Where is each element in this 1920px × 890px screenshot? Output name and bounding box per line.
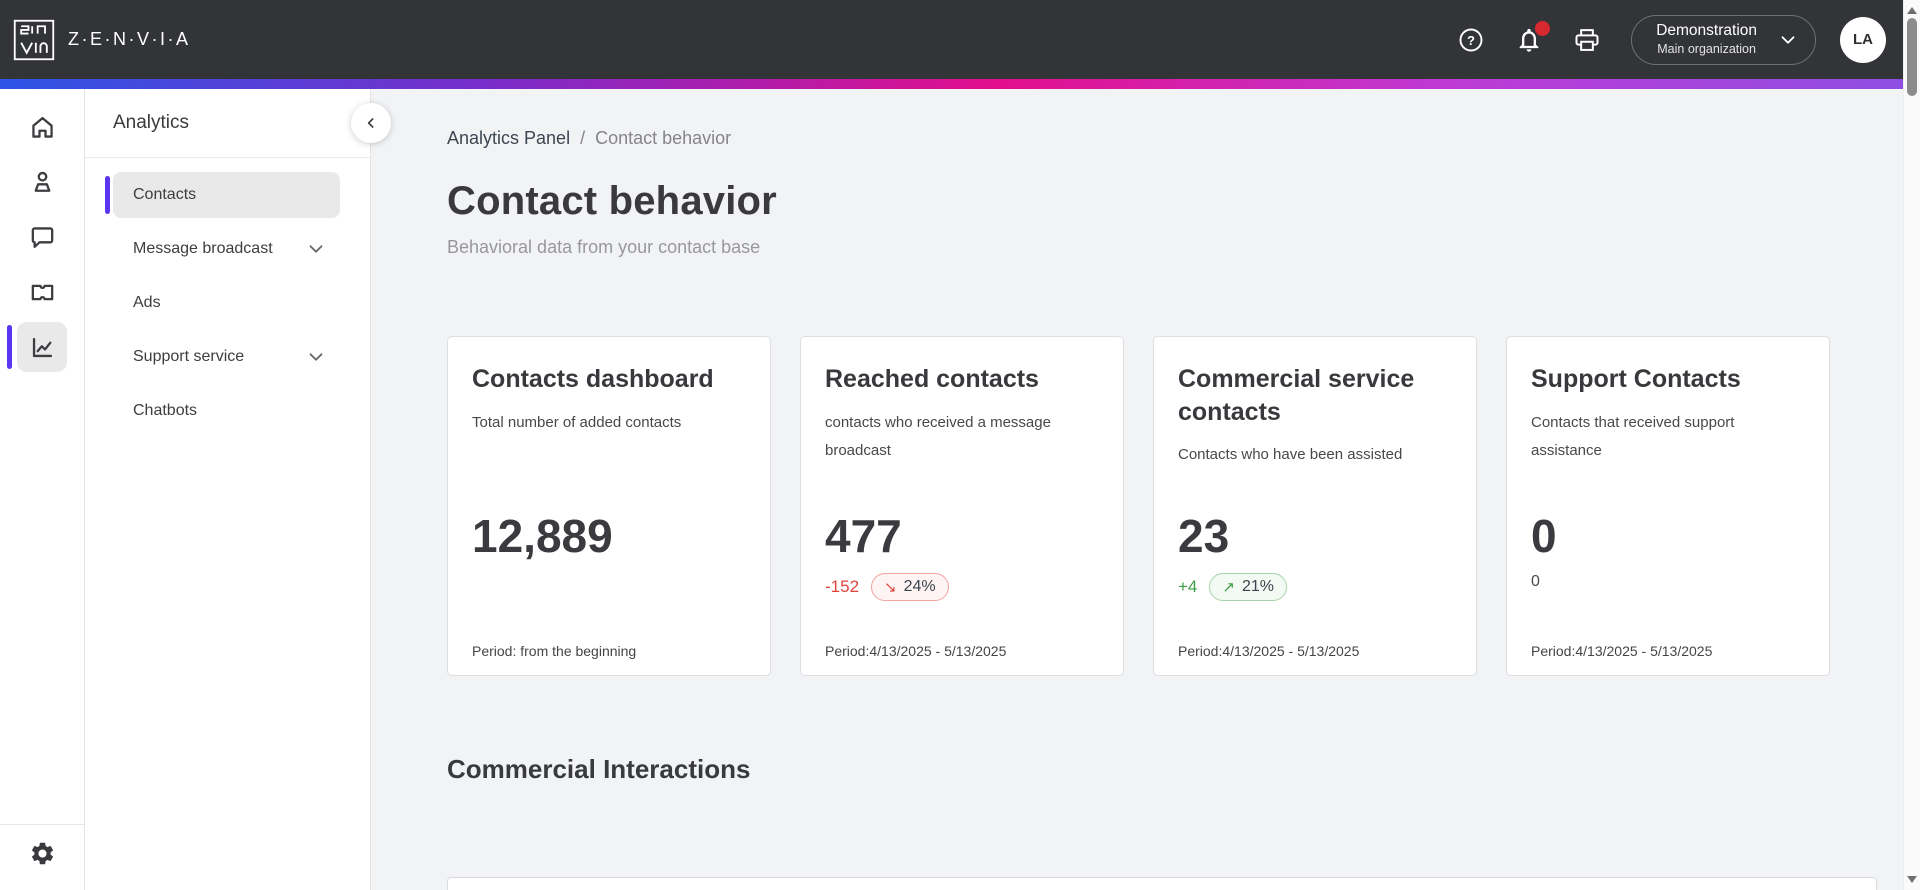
scrollbar-thumb[interactable] xyxy=(1907,18,1917,96)
breadcrumb-parent[interactable]: Analytics Panel xyxy=(447,128,571,148)
menu-item-label: Support service xyxy=(133,348,245,365)
delta-value: 0 xyxy=(1531,573,1540,590)
delta-value: -152 xyxy=(825,577,860,596)
card-reached-contacts: Reached contacts contacts who received a… xyxy=(800,336,1124,676)
svg-text:?: ? xyxy=(1467,33,1475,48)
card-description: Total number of added contacts xyxy=(472,413,682,431)
card-commercial-service-contacts: Commercial service contacts Contacts who… xyxy=(1153,336,1477,676)
card-trend: +4 ↗ 21% xyxy=(1178,573,1287,601)
analytics-icon xyxy=(32,337,52,357)
sidebar-item-support-service[interactable]: Support service xyxy=(113,334,340,380)
print-icon[interactable] xyxy=(1573,26,1601,54)
sidebar-item-ads[interactable]: Ads xyxy=(113,280,340,326)
card-period: Period:4/13/2025 - 5/13/2025 xyxy=(1178,643,1360,659)
chevron-down-icon xyxy=(1781,35,1795,44)
card-value: 0 xyxy=(1531,510,1557,562)
breadcrumb-separator: / xyxy=(580,128,586,148)
delta-value: +4 xyxy=(1178,577,1198,596)
user-avatar[interactable]: LA xyxy=(1840,16,1886,63)
sidebar-item-home[interactable] xyxy=(17,102,67,152)
main-content: Analytics Panel / Contact behavior Conta… xyxy=(371,89,1920,890)
organization-selector[interactable]: Demonstration Main organization xyxy=(1631,14,1816,65)
home-icon xyxy=(31,116,53,138)
menu-item-label: Ads xyxy=(133,294,161,311)
notifications-icon[interactable] xyxy=(1515,20,1551,54)
breadcrumb: Analytics Panel / Contact behavior xyxy=(447,128,1920,149)
top-bar-actions: ? Demonstration Main organizat xyxy=(1427,14,1886,65)
icon-rail xyxy=(0,89,85,890)
sidebar-item-analytics[interactable] xyxy=(7,322,67,372)
card-value: 477 xyxy=(825,510,902,562)
brand[interactable]: Z·E·N·V·I·A xyxy=(12,18,190,62)
top-bar: Z·E·N·V·I·A ? xyxy=(0,0,1920,79)
card-contacts-dashboard: Contacts dashboard Total number of added… xyxy=(447,336,771,676)
card-trend: 0 xyxy=(1531,573,1540,591)
notification-badge xyxy=(1535,20,1551,36)
card-description: contacts who received a message broadcas… xyxy=(825,413,1051,460)
card-title: Reached contacts xyxy=(825,365,1039,393)
card-description: Contacts who have been assisted xyxy=(1178,446,1403,463)
card-value: 12,889 xyxy=(472,510,613,562)
commercial-interactions-card xyxy=(447,877,1877,890)
card-trend: -152 ↘ 24% xyxy=(825,573,949,601)
gradient-bar xyxy=(0,79,1920,89)
card-title: Commercial service contacts xyxy=(1178,365,1415,426)
ticket-icon xyxy=(31,284,53,300)
sidebar-item-tickets[interactable] xyxy=(17,267,67,317)
menu-item-label: Chatbots xyxy=(133,402,198,419)
card-period: Period:4/13/2025 - 5/13/2025 xyxy=(825,643,1007,659)
help-icon[interactable]: ? xyxy=(1457,26,1485,54)
trend-pill: ↗ 21% xyxy=(1209,573,1287,601)
trend-up-icon: ↗ xyxy=(1222,579,1235,596)
gear-icon xyxy=(31,842,53,865)
kpi-cards: Contacts dashboard Total number of added… xyxy=(447,336,1920,676)
menu-item-label: Message broadcast xyxy=(133,240,273,257)
analytics-sidebar: Analytics Contacts Message broadcast Ads… xyxy=(85,89,371,890)
breadcrumb-current: Contact behavior xyxy=(595,128,732,148)
sidebar-item-contacts-analytics[interactable]: Contacts xyxy=(105,172,340,218)
card-value: 23 xyxy=(1178,510,1230,562)
trend-down-icon: ↘ xyxy=(884,579,897,596)
brand-text: Z·E·N·V·I·A xyxy=(68,29,191,49)
scrollbar[interactable] xyxy=(1903,0,1920,890)
sidebar-item-chatbots[interactable]: Chatbots xyxy=(113,388,340,434)
scroll-down-arrow-icon[interactable] xyxy=(1907,876,1917,883)
settings-button[interactable] xyxy=(29,840,56,872)
card-title: Contacts dashboard xyxy=(472,365,714,393)
sidebar-item-message-broadcast[interactable]: Message broadcast xyxy=(113,226,340,272)
person-icon xyxy=(34,171,50,192)
organization-labels: Demonstration Main organization xyxy=(1656,21,1757,57)
rail-footer xyxy=(0,824,84,890)
chevron-down-icon xyxy=(309,245,323,253)
sidebar-item-contacts[interactable] xyxy=(17,157,67,207)
card-description: Contacts that received support assistanc… xyxy=(1531,413,1735,460)
page-subtitle: Behavioral data from your contact base xyxy=(447,237,761,257)
sidebar-collapse-button[interactable] xyxy=(351,103,391,143)
app-body: Analytics Contacts Message broadcast Ads… xyxy=(0,89,1920,890)
organization-subtitle: Main organization xyxy=(1657,42,1756,57)
avatar-initials: LA xyxy=(1853,31,1873,48)
sidebar-title: Analytics xyxy=(85,89,370,158)
section-title-commercial-interactions: Commercial Interactions xyxy=(447,754,751,784)
zenvia-logo-icon xyxy=(12,18,56,62)
scroll-up-arrow-icon[interactable] xyxy=(1907,7,1917,14)
sidebar-menu: Contacts Message broadcast Ads Support s… xyxy=(85,158,370,434)
trend-percent: 21% xyxy=(1241,578,1274,595)
card-period: Period:4/13/2025 - 5/13/2025 xyxy=(1531,643,1713,659)
page-title: Contact behavior xyxy=(447,179,777,223)
chevron-left-icon xyxy=(367,118,374,128)
card-period: Period: from the beginning xyxy=(472,643,637,659)
menu-item-label: Contacts xyxy=(133,186,197,203)
sidebar-item-conversations[interactable] xyxy=(17,212,67,262)
chevron-down-icon xyxy=(309,353,323,361)
chat-icon xyxy=(31,226,53,248)
card-title: Support Contacts xyxy=(1531,365,1741,393)
trend-percent: 24% xyxy=(903,578,936,595)
organization-name: Demonstration xyxy=(1656,22,1757,40)
trend-pill: ↘ 24% xyxy=(871,573,949,601)
card-support-contacts: Support Contacts Contacts that received … xyxy=(1506,336,1830,676)
